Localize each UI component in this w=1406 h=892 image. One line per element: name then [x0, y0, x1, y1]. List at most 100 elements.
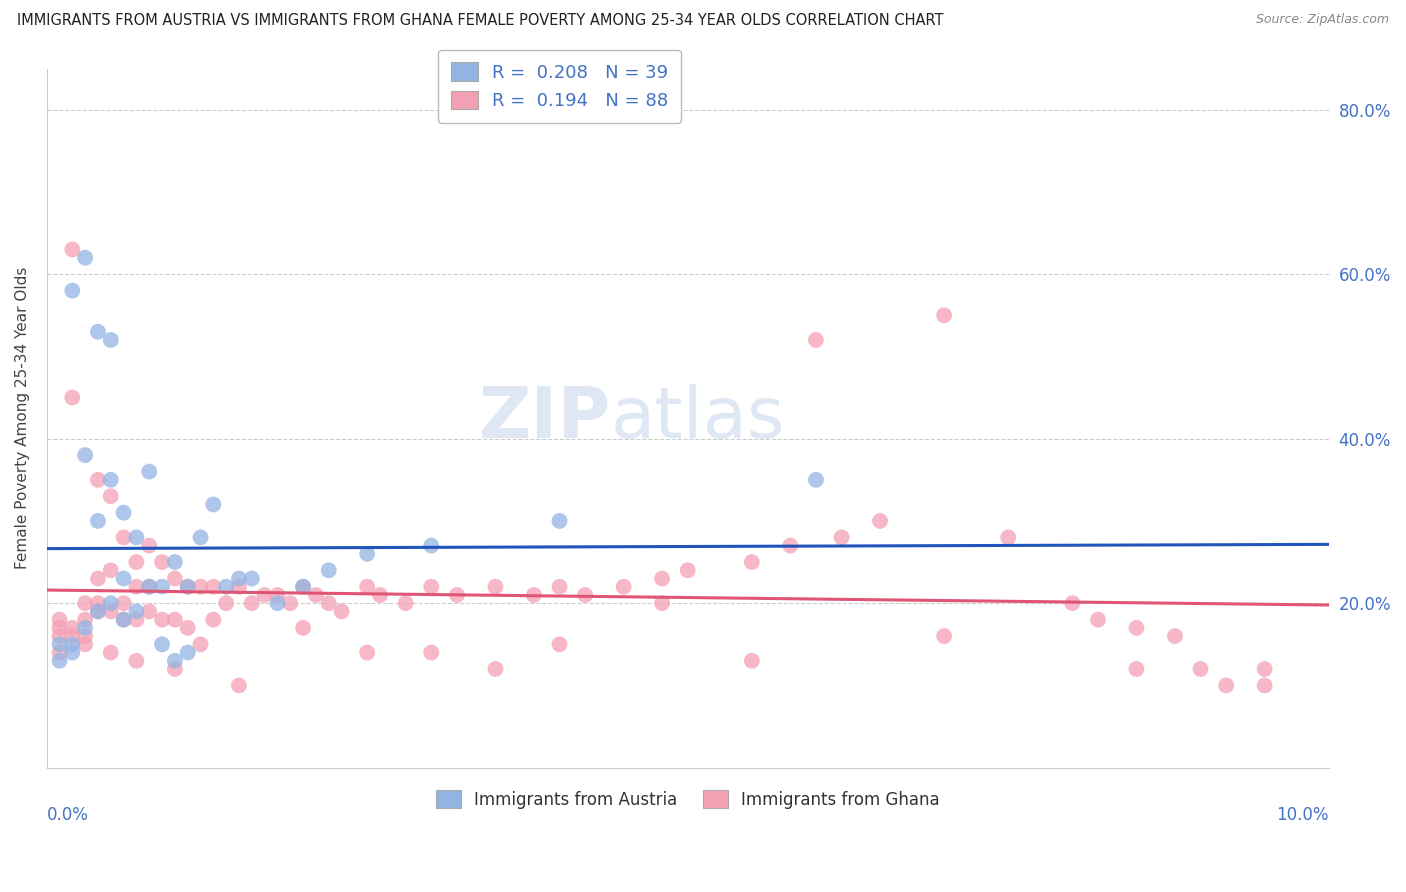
Text: ZIP: ZIP — [478, 384, 610, 452]
Point — [60, 391, 83, 405]
Point — [112, 506, 135, 520]
Point — [446, 588, 468, 602]
Point — [1253, 678, 1275, 692]
Point — [87, 325, 110, 339]
Point — [1164, 629, 1187, 643]
Point — [75, 251, 97, 265]
Point — [125, 654, 148, 668]
Point — [60, 637, 83, 651]
Point — [420, 539, 443, 553]
Point — [548, 514, 571, 528]
Point — [48, 646, 70, 660]
Point — [292, 580, 315, 594]
Point — [651, 596, 673, 610]
Point — [176, 621, 198, 635]
Point — [240, 572, 263, 586]
Text: IMMIGRANTS FROM AUSTRIA VS IMMIGRANTS FROM GHANA FEMALE POVERTY AMONG 25-34 YEAR: IMMIGRANTS FROM AUSTRIA VS IMMIGRANTS FR… — [17, 13, 943, 29]
Point — [934, 308, 956, 322]
Point — [87, 604, 110, 618]
Point — [484, 662, 506, 676]
Point — [112, 530, 135, 544]
Point — [934, 629, 956, 643]
Point — [215, 596, 238, 610]
Point — [804, 473, 827, 487]
Point — [87, 473, 110, 487]
Point — [87, 596, 110, 610]
Point — [163, 613, 186, 627]
Point — [100, 473, 122, 487]
Point — [395, 596, 418, 610]
Point — [741, 654, 763, 668]
Point — [176, 580, 198, 594]
Point — [253, 588, 276, 602]
Point — [240, 596, 263, 610]
Point — [202, 613, 225, 627]
Point — [150, 555, 173, 569]
Point — [292, 621, 315, 635]
Text: 10.0%: 10.0% — [1277, 806, 1329, 824]
Point — [100, 646, 122, 660]
Point — [779, 539, 801, 553]
Point — [112, 596, 135, 610]
Point — [125, 530, 148, 544]
Text: 0.0%: 0.0% — [46, 806, 89, 824]
Point — [1253, 662, 1275, 676]
Point — [150, 613, 173, 627]
Point — [125, 580, 148, 594]
Point — [100, 596, 122, 610]
Point — [138, 580, 160, 594]
Point — [60, 284, 83, 298]
Point — [484, 580, 506, 594]
Point — [100, 604, 122, 618]
Point — [48, 621, 70, 635]
Point — [420, 580, 443, 594]
Point — [278, 596, 301, 610]
Point — [75, 621, 97, 635]
Point — [176, 646, 198, 660]
Point — [48, 637, 70, 651]
Point — [138, 539, 160, 553]
Point — [420, 646, 443, 660]
Point — [100, 333, 122, 347]
Point — [87, 572, 110, 586]
Point — [869, 514, 891, 528]
Point — [368, 588, 391, 602]
Point — [741, 555, 763, 569]
Point — [60, 621, 83, 635]
Point — [305, 588, 328, 602]
Point — [356, 580, 378, 594]
Point — [318, 563, 340, 577]
Point — [48, 629, 70, 643]
Point — [356, 547, 378, 561]
Point — [228, 580, 250, 594]
Point — [75, 596, 97, 610]
Point — [190, 580, 212, 594]
Point — [100, 563, 122, 577]
Point — [523, 588, 546, 602]
Point — [831, 530, 853, 544]
Point — [75, 629, 97, 643]
Point — [190, 637, 212, 651]
Point — [75, 637, 97, 651]
Point — [215, 580, 238, 594]
Point — [613, 580, 636, 594]
Point — [548, 580, 571, 594]
Point — [60, 243, 83, 257]
Point — [292, 580, 315, 594]
Point — [266, 588, 288, 602]
Point — [176, 580, 198, 594]
Point — [651, 572, 673, 586]
Point — [804, 333, 827, 347]
Point — [150, 580, 173, 594]
Point — [100, 489, 122, 503]
Point — [1087, 613, 1109, 627]
Point — [163, 654, 186, 668]
Text: Source: ZipAtlas.com: Source: ZipAtlas.com — [1256, 13, 1389, 27]
Point — [202, 498, 225, 512]
Point — [676, 563, 699, 577]
Point — [60, 646, 83, 660]
Point — [48, 654, 70, 668]
Legend: Immigrants from Austria, Immigrants from Ghana: Immigrants from Austria, Immigrants from… — [429, 784, 946, 815]
Point — [60, 629, 83, 643]
Point — [87, 514, 110, 528]
